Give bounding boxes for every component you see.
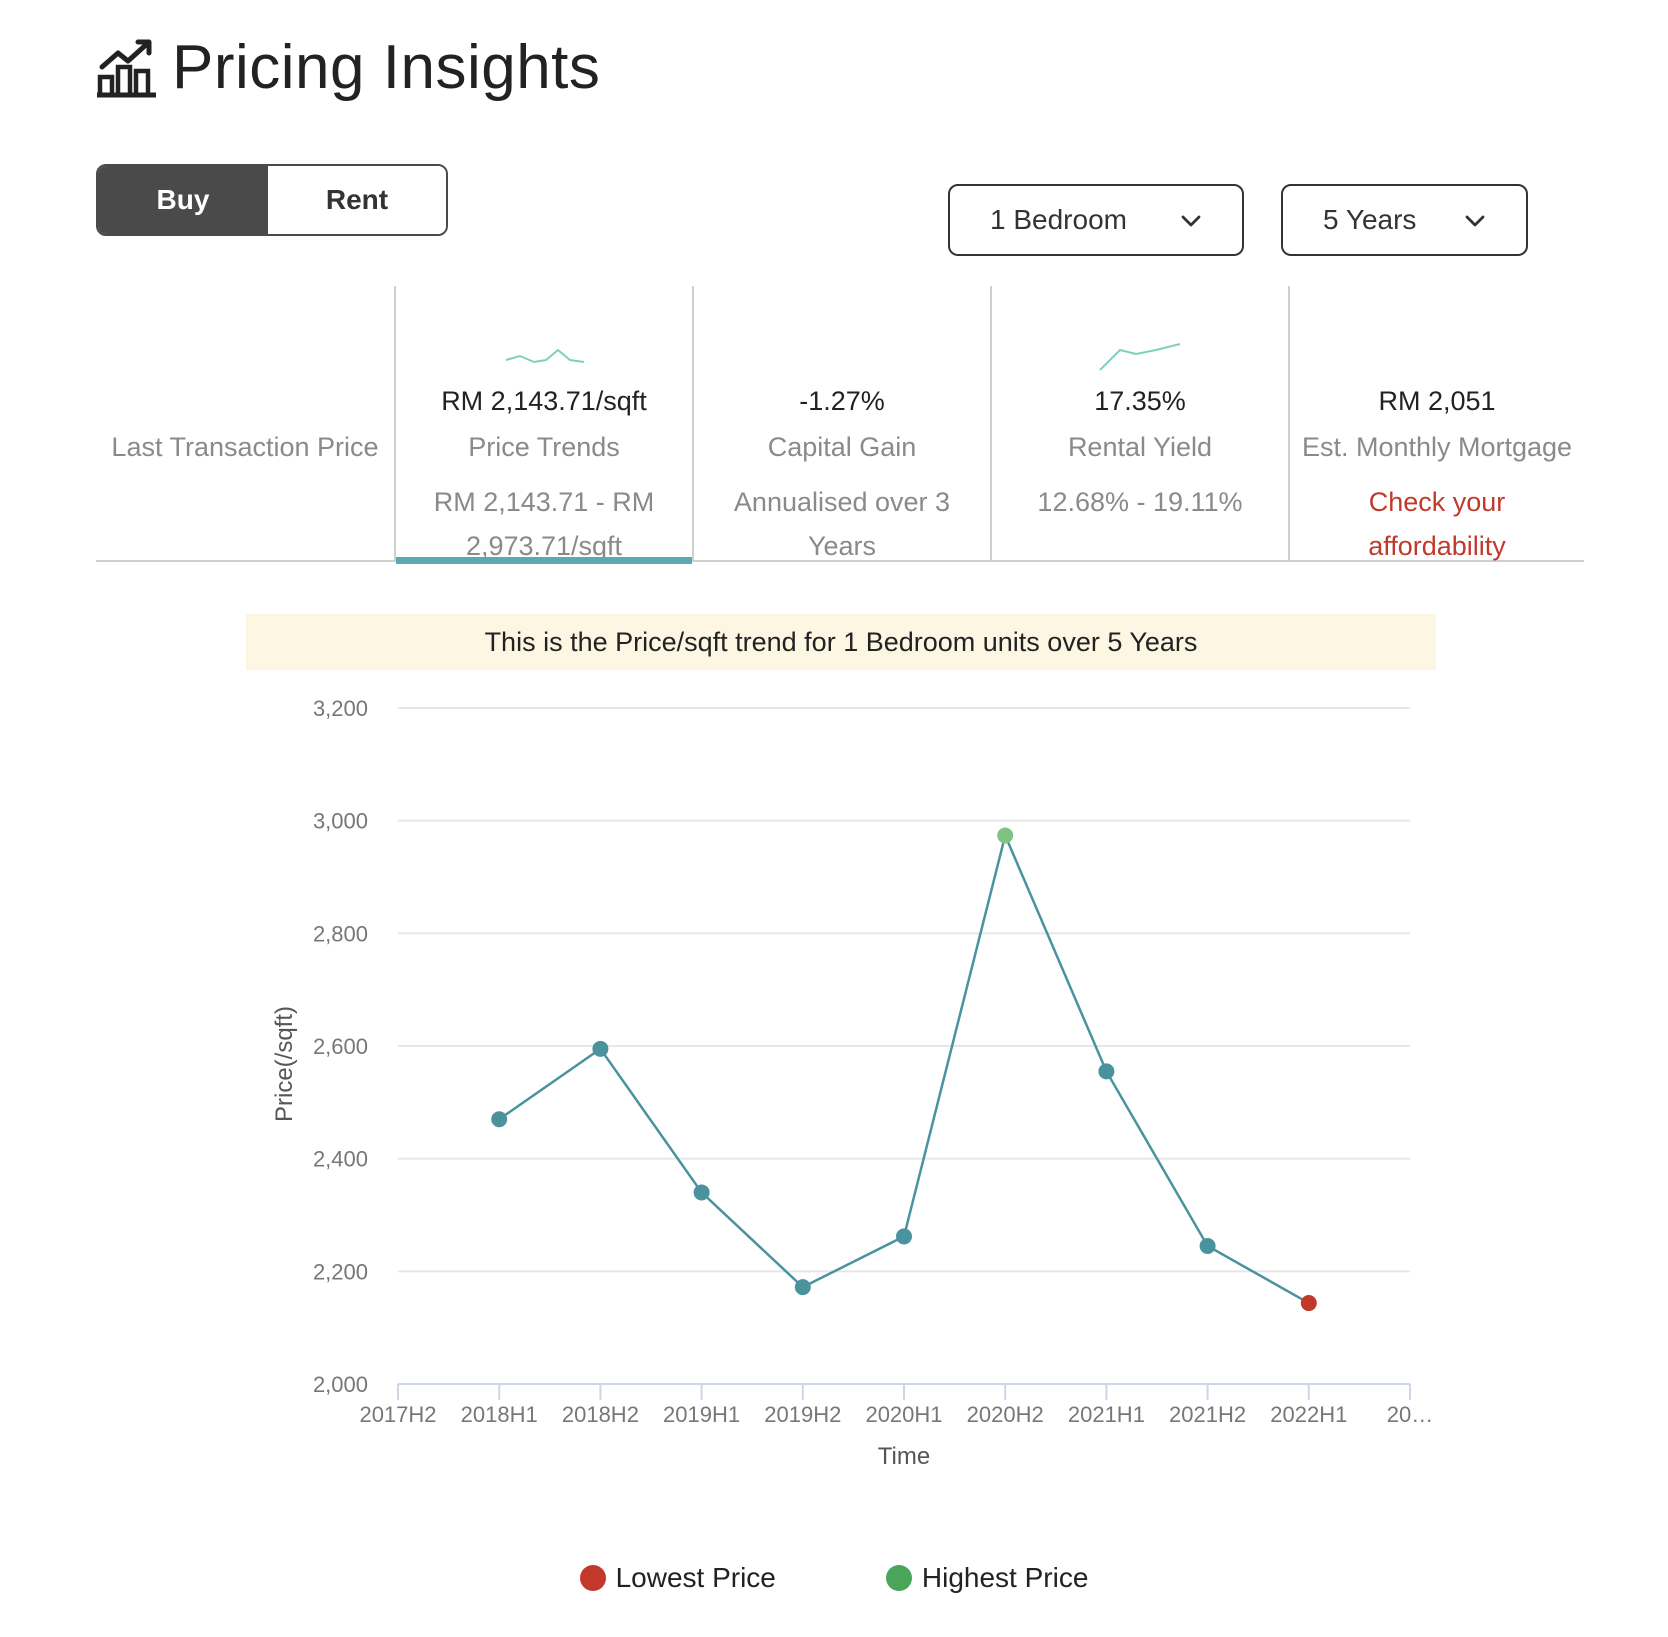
legend-dot-highest — [885, 1565, 912, 1591]
metric-value: RM 2,143.71/sqft — [441, 386, 647, 416]
y-tick-label: 3,200 — [313, 696, 368, 721]
x-tick-label: 2017H2 — [359, 1402, 436, 1427]
metric-label: Rental Yield — [1067, 432, 1213, 462]
metric-value: -1.27% — [799, 386, 885, 416]
metric-value: 17.35% — [1094, 386, 1186, 416]
y-tick-label: 2,000 — [313, 1372, 368, 1397]
data-point — [896, 1228, 912, 1245]
buy-rent-toggle: Buy Rent — [96, 164, 448, 236]
metric-last-transaction[interactable]: Last Transaction Price — [96, 286, 394, 562]
metrics-row: Last Transaction Price RM 2,143.71/sqft … — [96, 286, 1584, 564]
x-axis-title: Time — [878, 1443, 930, 1470]
x-tick-label: 2018H2 — [562, 1402, 639, 1427]
y-axis-title: Price(/sqft) — [271, 1006, 298, 1122]
data-point — [491, 1111, 508, 1128]
x-tick-label: 2019H2 — [764, 1402, 841, 1427]
x-tick-label: 2018H1 — [461, 1402, 538, 1427]
x-tick-label: 2022H1 — [1270, 1402, 1347, 1427]
active-tab-indicator — [396, 557, 692, 564]
x-tick-label: 2021H1 — [1068, 1402, 1145, 1427]
period-dropdown-value: 5 Years — [1323, 204, 1417, 235]
page-header: Pricing Insights — [96, 32, 600, 103]
trend-banner: This is the Price/sqft trend for 1 Bedro… — [246, 614, 1436, 670]
sparkline-price-icon — [505, 348, 585, 364]
y-tick-label: 3,000 — [313, 809, 368, 834]
chart-growth-icon — [97, 39, 156, 97]
period-dropdown[interactable]: 5 Years — [1281, 184, 1528, 256]
data-point — [794, 1279, 811, 1296]
sparkline-yield-icon — [1099, 343, 1181, 371]
x-tick-label: 2020H1 — [865, 1402, 942, 1427]
metric-label: Last Transaction Price — [111, 432, 379, 462]
legend-dot-lowest — [579, 1565, 606, 1591]
y-tick-label: 2,200 — [313, 1259, 368, 1284]
data-point — [693, 1184, 710, 1201]
metric-price-trends[interactable]: RM 2,143.71/sqft Price Trends RM 2,143.7… — [394, 286, 692, 564]
legend-highest[interactable]: Highest Price — [885, 1562, 1089, 1594]
buy-tab[interactable]: Buy — [98, 166, 268, 234]
legend-label: Highest Price — [921, 1562, 1089, 1593]
data-point — [1199, 1237, 1216, 1254]
data-point — [592, 1040, 609, 1057]
price-trend-chart: 3,200 3,000 2,800 2,600 2,400 2,200 2,000 2017H… — [271, 696, 1433, 1470]
metric-value: RM 2,051 — [1378, 386, 1496, 416]
chevron-down-icon — [1181, 215, 1201, 227]
data-point-lowest — [1300, 1295, 1317, 1312]
legend-lowest[interactable]: Lowest Price — [579, 1562, 776, 1594]
x-tick-label: 2021H2 — [1169, 1402, 1246, 1427]
data-point — [1098, 1063, 1115, 1080]
chart-legend: Lowest Price Highest Price — [0, 1562, 1668, 1594]
metric-rental-yield[interactable]: 17.35% Rental Yield 12.68% - 19.11% — [990, 286, 1288, 562]
metric-sub: RM 2,143.71 - RM 2,973.71/sqft — [433, 487, 655, 561]
chevron-down-icon — [1465, 215, 1485, 227]
x-tick-label: 2019H1 — [663, 1402, 740, 1427]
metric-label: Capital Gain — [767, 432, 917, 462]
x-tick-label: 20… — [1387, 1402, 1433, 1427]
metric-mortgage[interactable]: RM 2,051 Est. Monthly Mortgage Check you… — [1288, 286, 1584, 562]
metric-capital-gain[interactable]: -1.27% Capital Gain Annualised over 3 Ye… — [692, 286, 990, 562]
y-tick-label: 2,800 — [313, 921, 368, 946]
bedroom-dropdown-value: 1 Bedroom — [990, 204, 1127, 235]
metric-sub: 12.68% - 19.11% — [1037, 487, 1243, 517]
x-tick-label: 2020H2 — [967, 1402, 1044, 1427]
bedroom-dropdown[interactable]: 1 Bedroom — [948, 184, 1244, 256]
rent-tab[interactable]: Rent — [268, 166, 446, 234]
metric-label: Est. Monthly Mortgage — [1301, 432, 1573, 462]
page-title: Pricing Insights — [172, 33, 601, 102]
y-tick-label: 2,400 — [313, 1147, 368, 1172]
metric-label: Price Trends — [468, 432, 620, 462]
metric-sub: Annualised over 3 Years — [733, 487, 951, 561]
legend-label: Lowest Price — [615, 1562, 776, 1593]
data-point-highest — [997, 827, 1014, 844]
y-tick-label: 2,600 — [313, 1034, 368, 1059]
check-affordability-link[interactable]: Check your affordability — [1368, 487, 1506, 561]
